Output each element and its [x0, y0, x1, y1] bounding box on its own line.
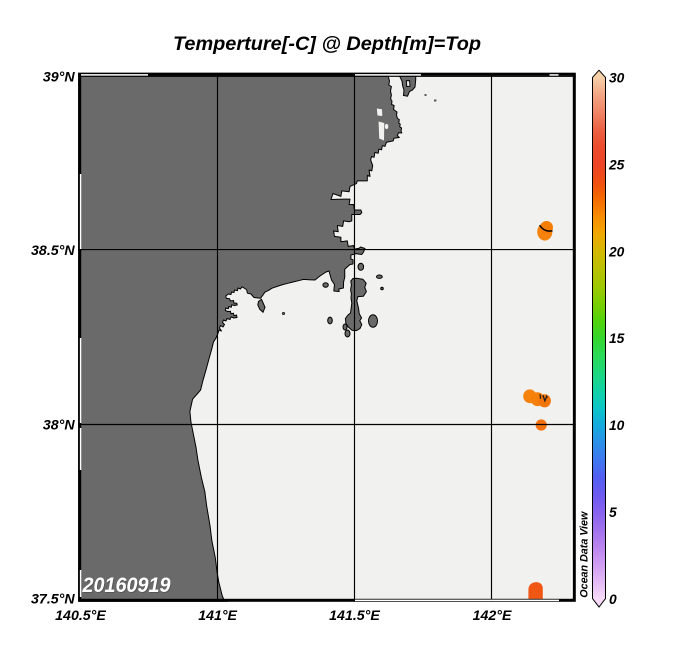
svg-text:15: 15: [609, 331, 625, 346]
svg-text:10: 10: [609, 418, 625, 433]
svg-text:141°E: 141°E: [198, 608, 237, 624]
svg-text:38.5°N: 38.5°N: [31, 243, 75, 259]
svg-text:Ocean Data View: Ocean Data View: [579, 510, 591, 597]
svg-text:37.5°N: 37.5°N: [31, 591, 75, 607]
svg-text:38°N: 38°N: [43, 417, 75, 433]
svg-text:25: 25: [608, 158, 625, 173]
svg-text:20160919: 20160919: [82, 574, 171, 597]
svg-text:30: 30: [609, 71, 625, 86]
svg-text:0: 0: [609, 592, 617, 607]
svg-text:20: 20: [608, 244, 625, 259]
svg-text:Temperture[-C] @ Depth[m]=Top: Temperture[-C] @ Depth[m]=Top: [173, 33, 481, 55]
svg-text:39°N: 39°N: [43, 70, 75, 86]
svg-text:141.5°E: 141.5°E: [329, 608, 380, 624]
svg-text:20160919: 20160919: [82, 575, 171, 598]
svg-text:5: 5: [609, 505, 617, 520]
svg-text:140.5°E: 140.5°E: [55, 608, 106, 624]
svg-text:142°E: 142°E: [473, 608, 512, 624]
